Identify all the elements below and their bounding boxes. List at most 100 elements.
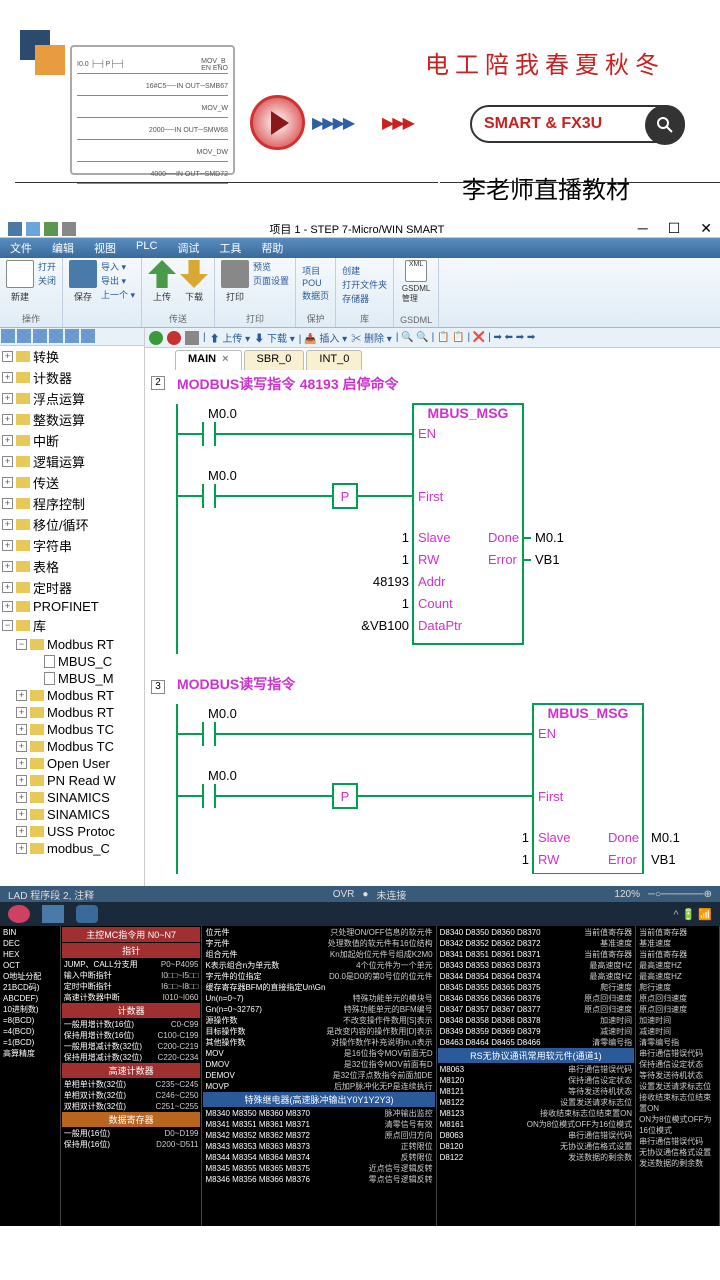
svg-text:DataPtr: DataPtr bbox=[418, 618, 463, 633]
svg-text:1: 1 bbox=[402, 530, 409, 545]
app-icon[interactable] bbox=[42, 905, 64, 923]
tree-item[interactable]: +逻辑运算 bbox=[0, 451, 144, 472]
svg-text:P: P bbox=[341, 489, 350, 504]
tree-item[interactable]: +Modbus RT bbox=[0, 704, 144, 721]
tree-item[interactable]: MBUS_M bbox=[0, 670, 144, 687]
svg-text:M0.0: M0.0 bbox=[208, 768, 237, 783]
tree-item[interactable]: +SINAMICS bbox=[0, 789, 144, 806]
menu-编辑[interactable]: 编辑 bbox=[42, 238, 84, 258]
run-icon bbox=[149, 331, 163, 345]
svg-text:Error: Error bbox=[488, 552, 518, 567]
gsdml-button[interactable]: XML GSDML管理 bbox=[402, 260, 430, 304]
tree-item[interactable]: +计数器 bbox=[0, 367, 144, 388]
video-banner: I0.0 ├─┤P├─┤MOV_BEN ENO 16#C5──IN OUT─SM… bbox=[0, 0, 720, 220]
svg-text:1: 1 bbox=[522, 830, 529, 845]
tab-INT_0[interactable]: INT_0 bbox=[306, 350, 362, 370]
upload-button[interactable]: 上传 bbox=[148, 260, 176, 303]
app-icon[interactable] bbox=[76, 905, 98, 923]
svg-text:Slave: Slave bbox=[418, 530, 451, 545]
maximize-icon: ☐ bbox=[668, 220, 681, 237]
svg-text:VB1: VB1 bbox=[535, 552, 560, 567]
ribbon[interactable]: 新建 打开 关闭 操作 保存 导入 ▾ 导出 ▾ 上一个 ▾ 上传 下载 传送 … bbox=[0, 258, 720, 328]
app-icon[interactable] bbox=[8, 905, 30, 923]
tree-item[interactable]: +Modbus TC bbox=[0, 721, 144, 738]
svg-text:VB1: VB1 bbox=[651, 852, 676, 867]
svg-text:M0.0: M0.0 bbox=[208, 406, 237, 421]
svg-text:1: 1 bbox=[402, 552, 409, 567]
tree-item[interactable]: +modbus_C bbox=[0, 840, 144, 857]
menu-工具[interactable]: 工具 bbox=[209, 238, 251, 258]
tab-MAIN[interactable]: MAIN× bbox=[175, 350, 242, 370]
stop-icon bbox=[167, 331, 181, 345]
menu-PLC[interactable]: PLC bbox=[126, 238, 167, 258]
window-controls[interactable]: ─ ☐ ✕ bbox=[638, 220, 712, 237]
minimize-icon: ─ bbox=[638, 220, 648, 237]
ladder-editor: | ⬆ 上传 ▾ ⬇ 下载 ▾ | 📥 插入 ▾ ✂ 删除 ▾ | 🔍 🔍 | … bbox=[145, 328, 720, 886]
menubar[interactable]: 文件编辑视图PLC调试工具帮助 bbox=[0, 238, 720, 258]
menu-视图[interactable]: 视图 bbox=[84, 238, 126, 258]
window-title: 项目 1 - STEP 7-Micro/WIN SMART bbox=[269, 221, 444, 237]
tree-item[interactable]: +字符串 bbox=[0, 535, 144, 556]
new-button[interactable]: 新建 bbox=[6, 260, 34, 303]
svg-text:MBUS_MSG: MBUS_MSG bbox=[548, 705, 629, 721]
tree-item[interactable]: +移位/循环 bbox=[0, 514, 144, 535]
arrows-red: ▶▶▶ bbox=[382, 113, 413, 133]
tree-item[interactable]: +浮点运算 bbox=[0, 388, 144, 409]
tree-item[interactable]: +Modbus RT bbox=[0, 687, 144, 704]
tree-item[interactable]: +表格 bbox=[0, 556, 144, 577]
banner-slogan: 电工陪我春夏秋冬 bbox=[425, 45, 665, 80]
svg-text:M0.1: M0.1 bbox=[535, 530, 564, 545]
editor-toolbar[interactable]: | ⬆ 上传 ▾ ⬇ 下载 ▾ | 📥 插入 ▾ ✂ 删除 ▾ | 🔍 🔍 | … bbox=[145, 328, 720, 348]
tree-item[interactable]: −库 bbox=[0, 615, 144, 636]
tree-item[interactable]: −Modbus RT bbox=[0, 636, 144, 653]
quick-access[interactable] bbox=[8, 222, 76, 236]
tree-item[interactable]: +转换 bbox=[0, 346, 144, 367]
close-icon: ✕ bbox=[700, 220, 712, 237]
tree-item[interactable]: +程序控制 bbox=[0, 493, 144, 514]
download-button[interactable]: 下载 bbox=[180, 260, 208, 303]
menu-调试[interactable]: 调试 bbox=[167, 238, 209, 258]
tree-item[interactable]: +整数运算 bbox=[0, 409, 144, 430]
save-button[interactable]: 保存 bbox=[69, 260, 97, 303]
tree-item[interactable]: +PROFINET bbox=[0, 598, 144, 615]
close-link[interactable]: 关闭 bbox=[38, 274, 56, 287]
tree-item[interactable]: +USS Protoc bbox=[0, 823, 144, 840]
teacher-label: 李老师直播教材 bbox=[462, 170, 630, 205]
tab-SBR_0[interactable]: SBR_0 bbox=[244, 350, 305, 370]
tree-item[interactable]: +PN Read W bbox=[0, 772, 144, 789]
svg-text:M0.1: M0.1 bbox=[651, 830, 680, 845]
svg-text:Slave: Slave bbox=[538, 830, 571, 845]
play-button[interactable] bbox=[250, 95, 305, 150]
search-pill[interactable]: SMART & FX3U bbox=[470, 105, 685, 143]
rung-number: 3 bbox=[151, 680, 165, 694]
editor-tabs[interactable]: MAIN×SBR_0INT_0 bbox=[145, 348, 720, 370]
tree-item[interactable]: +定时器 bbox=[0, 577, 144, 598]
menu-文件[interactable]: 文件 bbox=[0, 238, 42, 258]
svg-text:First: First bbox=[418, 489, 444, 504]
tree-item[interactable]: MBUS_C bbox=[0, 653, 144, 670]
statusbar: LAD 程序段 2, 注释 OVR ● 未连接 120% ─○──────⊕ bbox=[0, 886, 720, 902]
svg-text:M0.0: M0.0 bbox=[208, 468, 237, 483]
svg-text:Done: Done bbox=[488, 530, 519, 545]
taskbar[interactable]: ^ 🔋 📶 bbox=[0, 902, 720, 926]
tree-item[interactable]: +传送 bbox=[0, 472, 144, 493]
svg-text:1: 1 bbox=[402, 596, 409, 611]
svg-text:RW: RW bbox=[418, 552, 440, 567]
svg-text:1: 1 bbox=[522, 852, 529, 867]
svg-text:&VB100: &VB100 bbox=[361, 618, 409, 633]
tree-item[interactable]: +Modbus TC bbox=[0, 738, 144, 755]
reference-sheet: BINDECHEXOCTO地址分配21BCD码)ABCDEF)10进制数)=8(… bbox=[0, 926, 720, 1226]
svg-text:First: First bbox=[538, 789, 564, 804]
instruction-tree[interactable]: +转换+计数器+浮点运算+整数运算+中断+逻辑运算+传送+程序控制+移位/循环+… bbox=[0, 328, 145, 886]
tree-item[interactable]: +SINAMICS bbox=[0, 806, 144, 823]
open-link[interactable]: 打开 bbox=[38, 260, 56, 273]
svg-text:EN: EN bbox=[418, 426, 436, 441]
svg-text:Count: Count bbox=[418, 596, 453, 611]
tree-item[interactable]: +Open User bbox=[0, 755, 144, 772]
arrows-blue: ▶▶▶▶ bbox=[312, 113, 353, 133]
tree-item[interactable]: +中断 bbox=[0, 430, 144, 451]
menu-帮助[interactable]: 帮助 bbox=[251, 238, 293, 258]
rung-number: 2 bbox=[151, 376, 165, 390]
print-button[interactable]: 打印 bbox=[221, 260, 249, 303]
search-icon[interactable] bbox=[645, 105, 685, 145]
